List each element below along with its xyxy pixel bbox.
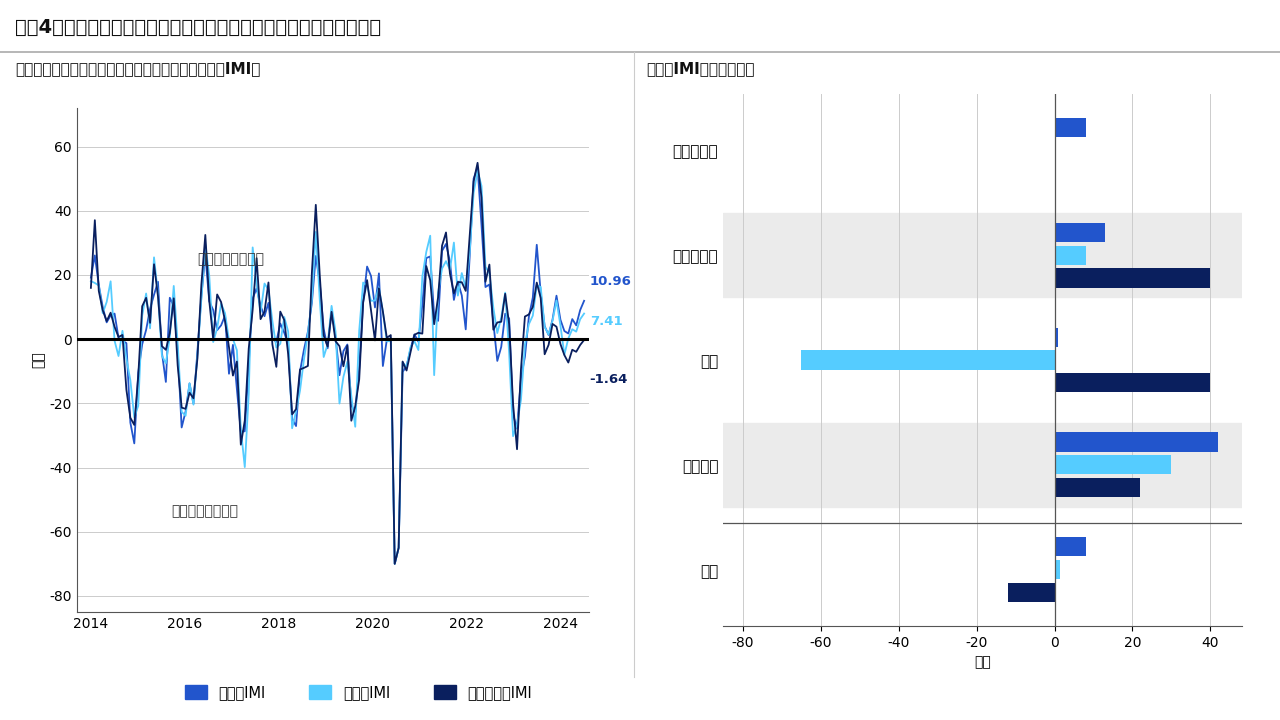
Bar xyxy=(1055,374,1211,392)
Bar xyxy=(723,423,1242,507)
Legend: 米国のIMI, 英国のIMI, ユーロ圏のIMI: 米国のIMI, 英国のIMI, ユーロ圏のIMI xyxy=(179,679,538,706)
Bar xyxy=(1055,246,1085,265)
Bar xyxy=(1055,537,1085,557)
Bar xyxy=(1055,118,1085,137)
X-axis label: 指数: 指数 xyxy=(974,656,991,670)
Bar xyxy=(1055,478,1140,498)
Text: 10.96: 10.96 xyxy=(590,275,631,288)
Text: -1.64: -1.64 xyxy=(590,373,628,386)
Bar xyxy=(1055,328,1059,346)
Text: インフレ率が上昇: インフレ率が上昇 xyxy=(197,252,264,266)
Bar xyxy=(1055,140,1056,160)
Bar xyxy=(801,351,1055,369)
Text: 7.41: 7.41 xyxy=(590,315,622,328)
Bar xyxy=(1007,583,1055,602)
Bar xyxy=(1055,455,1171,474)
Text: インフレ率が低下: インフレ率が低下 xyxy=(172,504,238,518)
Bar xyxy=(1055,222,1105,242)
Text: 図表4：欧州と米国でインフレ・モメンタムが再び高まる兆しがある: 図表4：欧州と米国でインフレ・モメンタムが再び高まる兆しがある xyxy=(15,18,381,37)
Y-axis label: 指数: 指数 xyxy=(31,351,45,369)
Bar xyxy=(1055,269,1211,287)
Bar xyxy=(1055,560,1060,580)
Text: 地域別IMI：カテゴリー: 地域別IMI：カテゴリー xyxy=(646,61,755,76)
Bar xyxy=(723,213,1242,297)
Bar xyxy=(1055,433,1219,451)
Text: 地域別インフレ・モメンタム・インディケーター（IMI）: 地域別インフレ・モメンタム・インディケーター（IMI） xyxy=(15,61,261,76)
